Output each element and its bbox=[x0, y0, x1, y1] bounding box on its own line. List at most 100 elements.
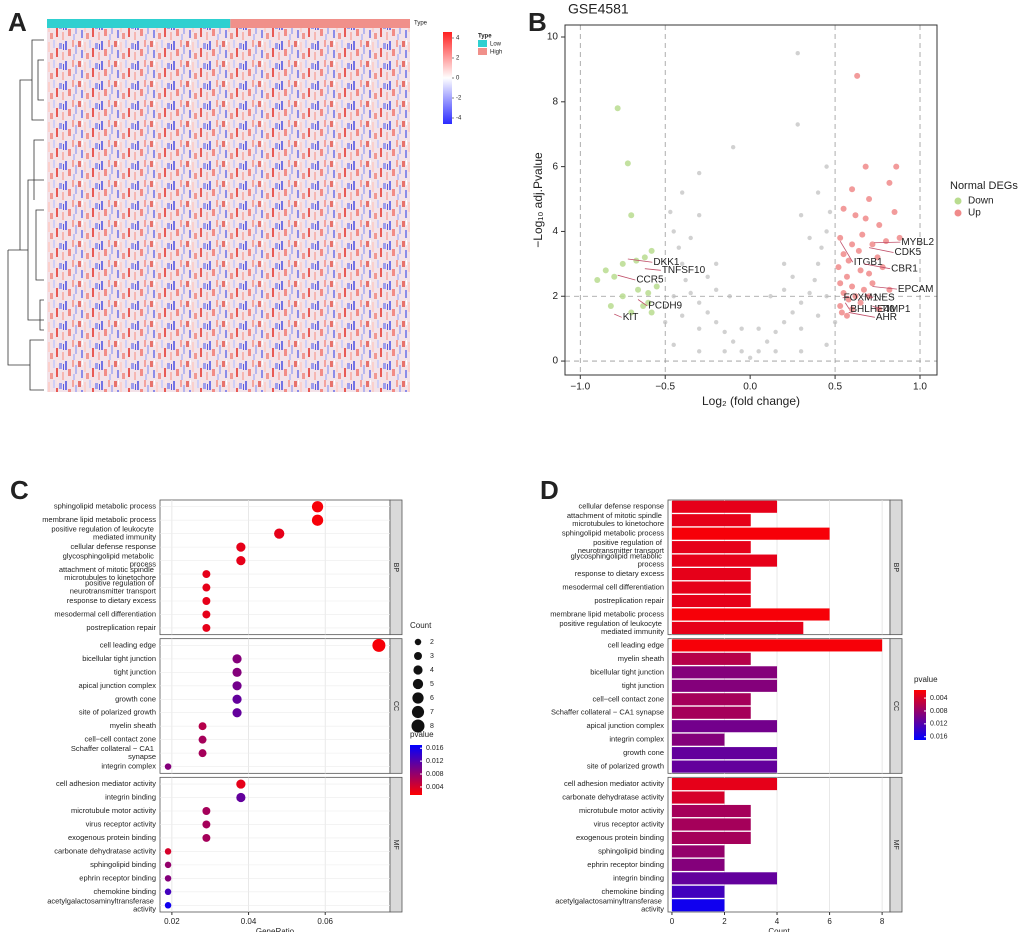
y-tick-label: exogenous protein binding bbox=[576, 833, 664, 842]
colorbar-label: -4 bbox=[456, 116, 462, 122]
panel bbox=[159, 499, 391, 636]
x-axis-title: Count bbox=[768, 927, 790, 932]
point bbox=[807, 290, 812, 296]
panel-letter: A bbox=[8, 7, 27, 37]
y-tick-label: carbonate dehydratase activity bbox=[562, 793, 664, 802]
legend-title: Type bbox=[478, 34, 492, 40]
y-tick-label: 4 bbox=[552, 226, 558, 237]
dot bbox=[164, 888, 172, 896]
y-tick-label: acetylgalactosaminyltransferase activity bbox=[47, 896, 156, 913]
annotation: KIT bbox=[623, 312, 639, 323]
y-tick-label: response to dietary excess bbox=[67, 596, 156, 605]
x-tick-label: 4 bbox=[775, 917, 780, 926]
dot bbox=[202, 610, 211, 619]
point bbox=[837, 234, 844, 241]
point bbox=[798, 349, 804, 354]
label-line: apical junction complex bbox=[78, 681, 156, 690]
point bbox=[790, 310, 795, 315]
facet-label: MF bbox=[892, 840, 899, 850]
x-tick-label: 0.04 bbox=[241, 917, 257, 926]
point bbox=[883, 238, 890, 245]
label-line: chemokine binding bbox=[601, 887, 664, 896]
point bbox=[676, 245, 682, 250]
point bbox=[815, 190, 821, 195]
x-tick-label: 6 bbox=[827, 917, 832, 926]
label-line: tight junction bbox=[114, 667, 156, 676]
dot bbox=[202, 597, 211, 605]
point bbox=[893, 163, 900, 170]
bar bbox=[671, 804, 751, 818]
dot bbox=[236, 779, 246, 789]
label-line: attachment of mitotic spindle bbox=[59, 565, 156, 574]
dot bbox=[232, 681, 242, 691]
annotation-leader bbox=[839, 240, 854, 263]
legend-size bbox=[412, 678, 424, 690]
label-line: integrin complex bbox=[609, 735, 664, 744]
panel-letter: B bbox=[528, 7, 547, 37]
x-tick-label: 0.02 bbox=[164, 917, 180, 926]
label-line: integrin binding bbox=[613, 873, 664, 882]
y-tick-label: growth cone bbox=[115, 694, 156, 703]
annotation-leader bbox=[637, 299, 648, 307]
colorbar-label: -2 bbox=[456, 96, 462, 102]
dot bbox=[236, 556, 246, 566]
dot bbox=[202, 570, 211, 579]
y-tick-label: 8 bbox=[552, 96, 558, 107]
label-line: cell−cell contact zone bbox=[593, 694, 665, 703]
legend-label: 5 bbox=[430, 681, 434, 688]
x-tick-label: 2 bbox=[722, 917, 727, 926]
y-tick-label: mesodermal cell differentiation bbox=[54, 609, 156, 618]
y-tick-label: ephrin receptor binding bbox=[587, 860, 664, 869]
label-line: site of polarized growth bbox=[587, 762, 664, 771]
point bbox=[680, 261, 685, 267]
point bbox=[747, 355, 753, 361]
label-line: carbonate dehydratase activity bbox=[562, 793, 664, 802]
point bbox=[756, 326, 761, 331]
y-tick-label: myelin sheath bbox=[110, 721, 156, 730]
colorbar bbox=[443, 32, 452, 124]
y-tick-label: 2 bbox=[552, 291, 558, 302]
point bbox=[645, 299, 652, 306]
dot bbox=[202, 820, 211, 829]
dot bbox=[164, 875, 172, 882]
dot bbox=[164, 902, 172, 909]
label-line: microtubule motor activity bbox=[579, 806, 664, 815]
y-tick-label: cellular defense response bbox=[579, 502, 664, 511]
point bbox=[628, 212, 635, 219]
y-tick-label: postreplication repair bbox=[86, 623, 156, 632]
y-tick-label: carbonate dehydratase activity bbox=[54, 846, 156, 855]
point bbox=[835, 264, 842, 271]
label-line: neurotransmitter transport bbox=[70, 587, 157, 596]
annotation-label: Type bbox=[414, 21, 428, 27]
y-tick-label: sphingolipid binding bbox=[598, 846, 664, 855]
annotation: TNFSF10 bbox=[662, 265, 706, 276]
colorbar-label: 0.008 bbox=[426, 771, 444, 778]
y-tick-label: Schaffer collateral − CA1 synapse bbox=[71, 744, 156, 761]
y-tick-label: virus receptor activity bbox=[594, 819, 665, 828]
label-line: myelin sheath bbox=[110, 721, 156, 730]
bar bbox=[671, 527, 830, 540]
panel bbox=[159, 638, 391, 774]
bar bbox=[671, 581, 751, 594]
point bbox=[832, 319, 838, 325]
annotation-leader bbox=[874, 241, 901, 244]
dot bbox=[202, 583, 211, 592]
point bbox=[807, 235, 812, 241]
colorbar-label: 0.004 bbox=[426, 784, 444, 791]
y-tick-label: positive regulation of neurotransmitter … bbox=[578, 538, 665, 555]
annotation-leader bbox=[617, 274, 636, 281]
point bbox=[640, 302, 647, 309]
point bbox=[852, 212, 859, 219]
heatmap-body bbox=[47, 28, 410, 392]
annotation-leader bbox=[872, 286, 897, 290]
point bbox=[781, 261, 787, 267]
facet-strip bbox=[889, 776, 903, 913]
point bbox=[840, 290, 847, 297]
point bbox=[859, 231, 866, 238]
label-line: sphingolipid metabolic process bbox=[54, 502, 156, 511]
point bbox=[852, 293, 859, 300]
bar bbox=[671, 666, 778, 679]
point bbox=[663, 319, 668, 325]
y-tick-label: myelin sheath bbox=[618, 654, 664, 663]
